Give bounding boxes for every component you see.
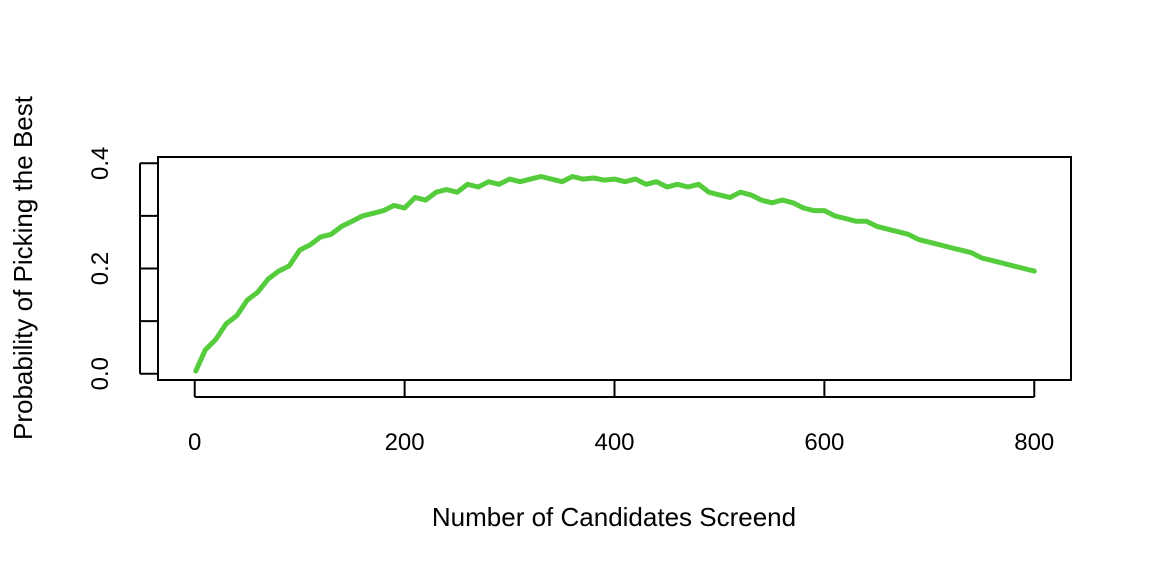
- x-tick-label: 0: [188, 429, 201, 456]
- x-tick-label: 600: [804, 429, 844, 456]
- y-axis-title: Probability of Picking the Best: [8, 95, 38, 440]
- x-axis-title: Number of Candidates Screend: [432, 502, 796, 532]
- series-line: [193, 174, 1037, 374]
- y-tick-label: 0.4: [87, 147, 114, 180]
- y-tick-label: 0.0: [87, 357, 114, 390]
- x-tick-label: 400: [594, 429, 634, 456]
- y-axis: 0.0 0.2 0.4: [87, 147, 157, 390]
- y-tick-label: 0.2: [87, 252, 114, 285]
- x-tick-label: 200: [385, 429, 425, 456]
- plot-frame: [157, 156, 1072, 381]
- x-tick-label: 800: [1014, 429, 1054, 456]
- x-axis: 0 200 400 600 800: [188, 380, 1054, 456]
